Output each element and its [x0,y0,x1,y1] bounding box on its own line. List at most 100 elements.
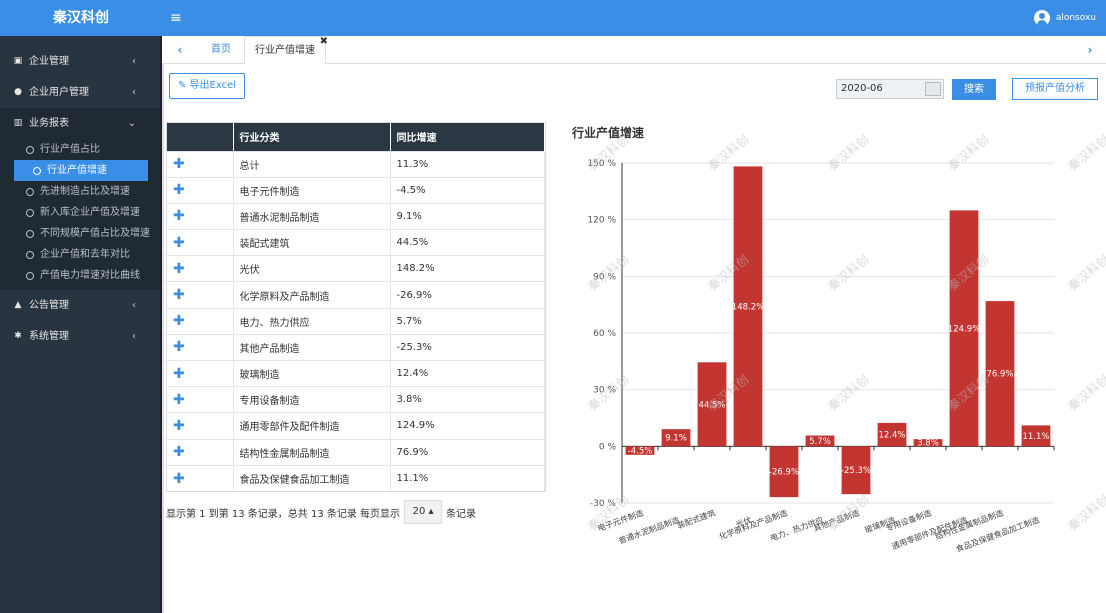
tab-scroll-right-icon[interactable]: › [1087,43,1093,57]
chart-bar [985,301,1015,447]
data-label: 76.9% [986,370,1013,380]
data-label: 44.5% [698,400,725,410]
pager-suffix: 条记录 [446,508,477,520]
expand-plus-icon[interactable]: ✚ [167,412,234,440]
expand-plus-icon[interactable]: ✚ [167,203,234,230]
y-tick-label: 150 % [587,159,616,169]
top-bar: 秦汉科创 ≡ alonsoxu [0,0,1106,36]
date-input[interactable]: 2020-06 [836,79,944,99]
expand-plus-icon[interactable]: ✚ [167,151,234,178]
submenu-item[interactable]: 新入库企业产值及增速 [0,202,162,223]
page-size-select[interactable]: 20 ▴ [404,500,443,524]
submenu-item[interactable]: 先进制造占比及增速 [0,181,162,202]
table-row[interactable]: ✚ 电力、热力供应 5.7% [167,308,545,335]
brand-logo[interactable]: 秦汉科创 [0,0,162,36]
submenu-item-active[interactable]: 行业产值增速 [14,160,148,181]
cell-category: 专用设备制造 [233,386,391,413]
y-tick-label: 60 % [593,329,616,339]
table-row[interactable]: ✚ 化学原料及产品制造 -26.9% [167,281,545,309]
cell-category: 总计 [233,151,391,178]
expand-plus-icon[interactable]: ✚ [167,308,234,335]
chart-bar [1021,425,1051,447]
submenu-item[interactable]: 企业产值和去年对比 [0,244,162,265]
table-row[interactable]: ✚ 其他产品制造 -25.3% [167,334,545,361]
cell-category: 结构性金属制品制造 [233,439,391,466]
sidebar-item-enterprise-users[interactable]: ● 企业用户管理 ‹ [0,77,162,108]
pager-summary: 显示第 1 到第 13 条记录，总共 13 条记录 每页显示 [166,508,401,520]
cell-category: 光伏 [233,255,391,282]
close-icon[interactable]: ✖ [319,36,328,47]
expand-plus-icon[interactable]: ✚ [167,177,234,204]
sidebar-item-label: 企业用户管理 [29,87,89,98]
bar-chart-icon: ▥ [13,118,23,128]
tab-current[interactable]: 行业产值增速 ✖ [244,36,328,65]
chevron-left-icon: ‹ [132,331,136,342]
table-row[interactable]: ✚ 总计 11.3% [167,151,545,178]
search-button[interactable]: 搜索 [952,79,996,100]
circle-icon [26,209,34,217]
sidebar-item-label: 系统管理 [29,331,69,342]
menu-toggle-icon[interactable]: ≡ [170,10,182,26]
table-row[interactable]: ✚ 普通水泥制品制造 9.1% [167,203,545,230]
sidebar-item-announcements[interactable]: ▲ 公告管理 ‹ [0,290,162,321]
main-content: ✎ 导出Excel 2020-06 搜索 预报产值分析 行业分类 同比增速 ✚ 总… [162,64,1106,613]
chart-bar [877,422,907,447]
table-row[interactable]: ✚ 光伏 148.2% [167,255,545,282]
data-label: 9.1% [665,434,687,444]
chart-bar [769,446,799,498]
chart-bar [697,362,727,447]
sidebar-item-enterprise[interactable]: ▣ 企业管理 ‹ [0,46,162,77]
y-tick-label: -30 % [590,499,617,509]
sidebar: ▣ 企业管理 ‹ ● 企业用户管理 ‹ ▥ 业务报表 ⌄ 行业产值占比 行业产值… [0,36,162,613]
calendar-icon[interactable] [925,82,941,96]
bar-chart: -30 %0 %30 %60 %90 %120 %150 %-4.5%电子元件制… [587,159,1055,554]
cell-growth: 11.3% [390,151,545,178]
cell-growth: -26.9% [390,281,545,309]
cell-category: 电子元件制造 [233,177,391,204]
table-row[interactable]: ✚ 结构性金属制品制造 76.9% [167,439,545,466]
expand-plus-icon[interactable]: ✚ [167,465,234,492]
cell-growth: 12.4% [390,360,545,387]
expand-plus-icon[interactable]: ✚ [167,334,234,361]
bank-icon: ▲ [14,300,22,310]
date-value: 2020-06 [841,83,883,94]
user-menu[interactable]: alonsoxu [1033,0,1096,36]
table-row[interactable]: ✚ 装配式建筑 44.5% [167,229,545,256]
export-excel-button[interactable]: ✎ 导出Excel [169,73,245,99]
data-label: 12.4% [878,431,905,441]
expand-plus-icon[interactable]: ✚ [167,229,234,256]
expand-plus-icon[interactable]: ✚ [167,439,234,466]
table-row[interactable]: ✚ 通用零部件及配件制造 124.9% [167,412,545,440]
data-label: 124.9% [948,324,980,334]
expand-plus-icon[interactable]: ✚ [167,281,234,309]
expand-plus-icon[interactable]: ✚ [167,386,234,413]
table-header-row: 行业分类 同比增速 [167,123,545,151]
data-label: 148.2% [732,302,764,312]
chevron-left-icon: ‹ [132,87,136,98]
table-row[interactable]: ✚ 玻璃制造 12.4% [167,360,545,387]
table-header-growth[interactable]: 同比增速 [390,123,545,151]
cell-growth: 124.9% [390,412,545,440]
tab-home[interactable]: 首页 [211,44,231,55]
table-row[interactable]: ✚ 电子元件制造 -4.5% [167,177,545,204]
cell-category: 普通水泥制品制造 [233,203,391,230]
circle-icon [33,167,41,175]
table-header-category[interactable]: 行业分类 [233,123,391,151]
tab-scroll-left-icon[interactable]: ‹ [177,43,183,57]
cell-category: 电力、热力供应 [233,308,391,335]
data-label: 3.8% [917,439,939,449]
table-row[interactable]: ✚ 专用设备制造 3.8% [167,386,545,413]
submenu-item[interactable]: 产值电力增速对比曲线 [0,265,162,286]
chart-bar [913,439,943,447]
submenu-item[interactable]: 不同规模产值占比及增速 [0,223,162,244]
chart-bar [949,210,979,447]
table-row[interactable]: ✚ 食品及保健食品加工制造 11.1% [167,465,545,492]
forecast-analysis-button[interactable]: 预报产值分析 [1012,78,1098,100]
expand-plus-icon[interactable]: ✚ [167,255,234,282]
sidebar-item-reports[interactable]: ▥ 业务报表 ⌄ [0,108,162,139]
expand-plus-icon[interactable]: ✚ [167,360,234,387]
submenu-item[interactable]: 行业产值占比 [0,139,162,160]
sidebar-item-system[interactable]: ✱ 系统管理 ‹ [0,321,162,352]
chart-bar [661,429,691,447]
circle-icon [26,230,34,238]
